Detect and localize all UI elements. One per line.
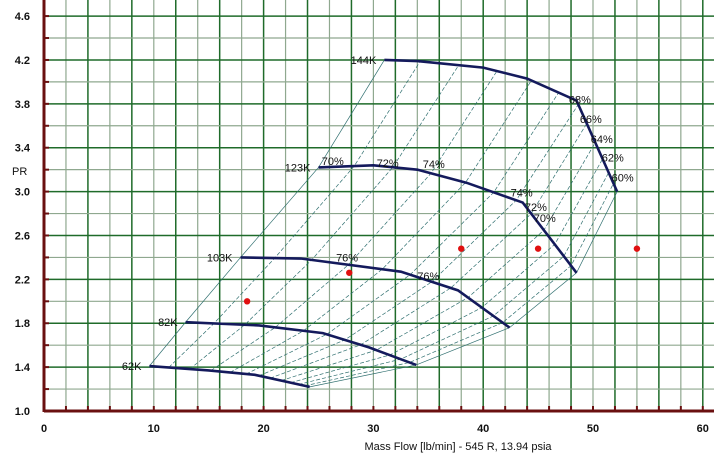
speed-line-144K <box>384 58 619 193</box>
y-tick-label: 3.0 <box>15 187 30 199</box>
operating-point <box>243 298 251 305</box>
x-tick-label: 20 <box>257 423 269 435</box>
y-tick-label: 4.2 <box>15 55 30 67</box>
efficiency-label: 74% <box>511 188 533 200</box>
y-tick-label: 1.4 <box>15 362 31 374</box>
efficiency-island-line <box>298 172 609 385</box>
axes: 1.0 1.4 1.8 2.2 2.6 3.0 3.4 3.8 4.2 4.6 0 10 20 30 40 5… <box>15 0 714 435</box>
x-tick-label: 60 <box>697 423 709 435</box>
efficiency-island-line <box>290 158 603 384</box>
operating-point <box>633 245 641 252</box>
speed-lines <box>149 58 619 389</box>
speed-label: 62K <box>122 361 142 373</box>
efficiency-label: 70% <box>534 213 556 225</box>
x-tick-label: 0 <box>41 423 47 435</box>
grid <box>44 0 714 411</box>
operating-point <box>346 269 353 276</box>
y-tick-label: 2.2 <box>15 274 30 286</box>
x-tick-label: 40 <box>477 423 489 435</box>
speed-label: 82K <box>158 317 178 329</box>
y-tick-label: 1.0 <box>15 406 30 418</box>
y-tick-label: 1.8 <box>15 318 30 330</box>
speed-line-82K <box>185 320 417 367</box>
speed-label: 144K <box>351 55 377 67</box>
speed-line-123K <box>318 163 578 274</box>
x-tick-label: 10 <box>148 423 160 435</box>
y-axis-label: PR <box>12 166 27 178</box>
efficiency-label: 74% <box>423 159 445 171</box>
operating-point <box>534 245 542 252</box>
efficiency-label: 76% <box>336 252 358 264</box>
y-tick-label: 3.8 <box>15 99 30 111</box>
y-tick-label: 2.6 <box>15 230 30 242</box>
efficiency-island-line <box>246 92 559 375</box>
efficiency-label: 62% <box>602 153 624 165</box>
operating-points <box>243 245 641 305</box>
x-tick-label: 30 <box>367 423 379 435</box>
efficiency-island-line <box>168 61 421 368</box>
efficiency-island-line <box>210 70 498 371</box>
efficiency-label: 64% <box>591 134 613 146</box>
x-tick-label: 50 <box>587 423 599 435</box>
speed-line-62K <box>149 364 310 389</box>
speed-label: 123K <box>285 162 311 174</box>
efficiency-label: 72% <box>377 158 399 170</box>
y-tick-label: 3.4 <box>15 143 31 155</box>
y-tick-label: 4.6 <box>15 11 30 23</box>
efficiency-island-line <box>229 80 532 373</box>
efficiency-label: 68% <box>569 94 591 106</box>
x-axis-label: Mass Flow [lb/min] - 545 R, 13.94 psia <box>364 441 552 453</box>
efficiency-label: 76% <box>417 271 439 283</box>
efficiency-label: 72% <box>525 202 547 214</box>
efficiency-label: 66% <box>580 114 602 126</box>
efficiency-island-line <box>258 104 579 377</box>
speed-label: 103K <box>207 252 233 264</box>
speed-line-103K <box>240 256 511 329</box>
operating-point <box>458 245 465 252</box>
efficiency-label: 60% <box>612 172 634 184</box>
efficiency-label: 70% <box>322 156 344 168</box>
